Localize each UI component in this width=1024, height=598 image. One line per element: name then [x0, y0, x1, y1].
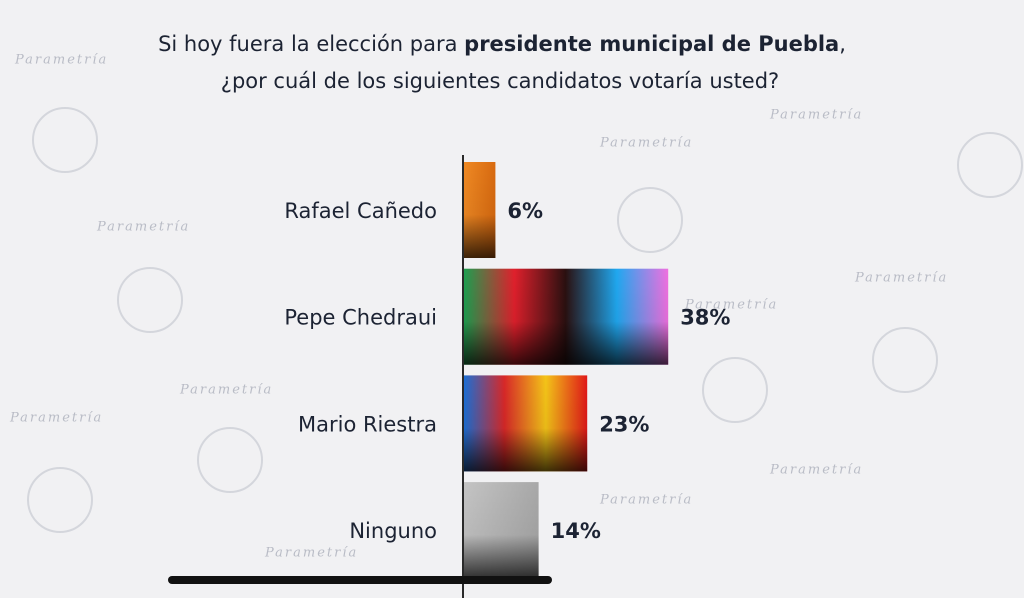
svg-text:Parametría: Parametría	[14, 53, 108, 68]
title-part: ,	[839, 32, 846, 56]
bar-shade	[463, 268, 669, 365]
svg-text:Parametría: Parametría	[769, 108, 863, 123]
value-label: 23%	[599, 412, 649, 436]
svg-text:Parametría: Parametría	[769, 463, 863, 478]
svg-text:Parametría: Parametría	[179, 383, 273, 398]
category-label: Ninguno	[349, 519, 437, 543]
title-part: presidente municipal de Puebla	[464, 32, 839, 56]
svg-text:Parametría: Parametría	[854, 271, 948, 286]
category-label: Pepe Chedraui	[284, 306, 437, 330]
value-label: 6%	[507, 199, 543, 223]
bar-shade	[463, 162, 496, 258]
svg-text:Parametría: Parametría	[9, 411, 103, 426]
svg-text:Parametría: Parametría	[264, 546, 358, 561]
bars: Rafael Cañedo 6% Pepe Chedraui 38% Mario Rie…	[284, 162, 730, 579]
chart-title: Si hoy fuera la elección para presidente…	[158, 32, 846, 56]
category-label: Rafael Cañedo	[284, 199, 437, 223]
category-label: Mario Riestra	[298, 412, 437, 436]
watermark: Parametría Parametría Parametría Paramet…	[9, 53, 1023, 561]
value-label: 38%	[680, 306, 730, 330]
title-part: Si hoy fuera la elección para	[158, 32, 457, 56]
bar-shade	[463, 375, 588, 472]
bar-shade	[463, 482, 539, 579]
svg-text:Parametría: Parametría	[96, 220, 190, 235]
svg-text:Parametría: Parametría	[599, 136, 693, 151]
svg-text:Parametría: Parametría	[684, 298, 778, 313]
svg-text:Parametría: Parametría	[599, 493, 693, 508]
chart-title: ¿por cuál de los siguientes candidatos v…	[221, 69, 779, 93]
value-label: 14%	[551, 519, 601, 543]
